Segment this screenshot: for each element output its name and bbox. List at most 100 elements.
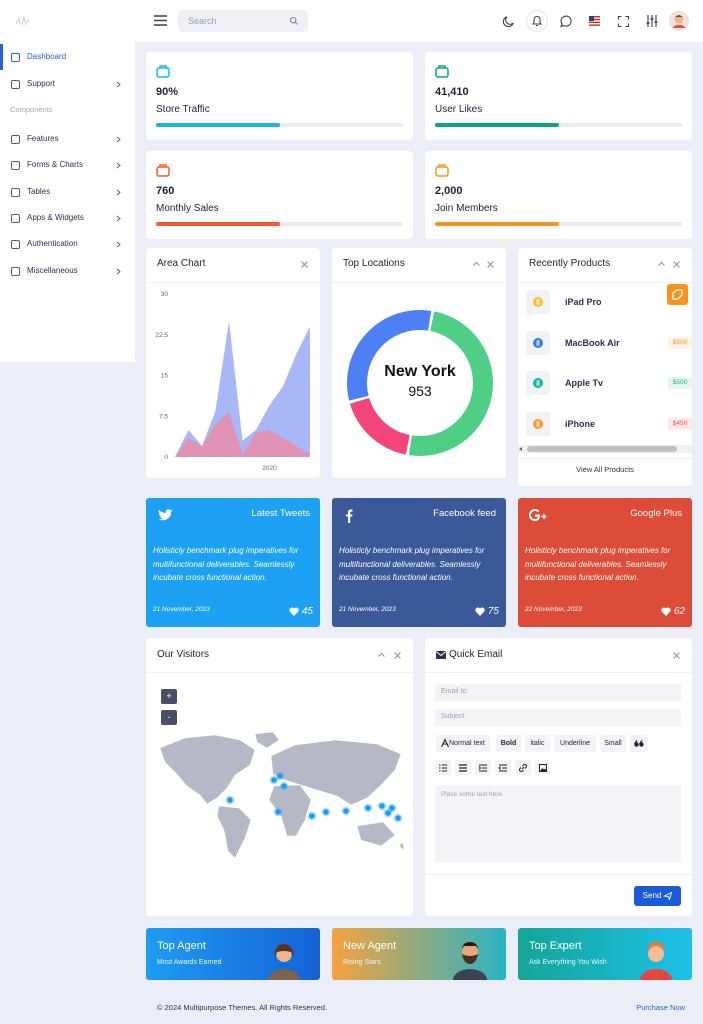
toolbar-button[interactable] <box>600 735 626 752</box>
agent-subtitle: Ask Everything You Wish <box>529 959 607 966</box>
social-date: 22 November, 2023 <box>525 606 582 613</box>
like-icon[interactable] <box>289 607 299 616</box>
menu-toggle[interactable] <box>154 15 167 26</box>
world-map-shape <box>356 821 396 847</box>
menu-item[interactable]: Apps & Widgets <box>27 213 84 222</box>
customizer-icon <box>672 289 683 300</box>
close-button[interactable] <box>673 261 680 268</box>
close-button[interactable] <box>394 652 401 659</box>
email-icon <box>436 651 446 659</box>
menu-item[interactable]: Features <box>27 134 59 143</box>
menu-item[interactable]: Authentication <box>27 239 78 248</box>
user-avatar[interactable] <box>669 11 689 31</box>
notifications[interactable] <box>526 10 548 32</box>
stat-icon-shape <box>438 164 446 167</box>
toolbar-label: Small <box>604 740 622 747</box>
chevron <box>116 136 121 143</box>
visitor-marker <box>387 803 397 813</box>
chevron <box>116 268 121 275</box>
settings[interactable] <box>646 15 658 27</box>
placeholder: Subject <box>441 713 465 720</box>
toolbar-button[interactable] <box>496 735 521 752</box>
menu-item[interactable]: Support <box>27 79 56 88</box>
toolbar-button[interactable] <box>436 735 490 752</box>
product-name[interactable]: MacBook Air <box>565 338 620 348</box>
chevron <box>116 162 121 169</box>
agent-avatar-shape <box>640 969 672 980</box>
product-image-shape <box>536 421 540 427</box>
customizer-button[interactable] <box>667 284 688 305</box>
placeholder: Email to: <box>441 688 469 695</box>
format-icon-shape <box>439 764 447 771</box>
language[interactable] <box>589 16 600 26</box>
fullscreen[interactable] <box>617 15 630 28</box>
product-name[interactable]: iPad Pro <box>565 297 602 307</box>
purchase-link[interactable]: Purchase Now <box>636 1003 685 1012</box>
collapse-button[interactable] <box>473 261 480 266</box>
close-button[interactable] <box>673 652 680 659</box>
toolbar-label: Normal text <box>449 740 485 747</box>
format-icon <box>519 763 527 772</box>
messages[interactable] <box>559 15 572 28</box>
quote-button[interactable] <box>630 735 648 752</box>
like-icon[interactable] <box>661 607 671 616</box>
visitor-marker <box>307 811 317 821</box>
close-button[interactable] <box>301 261 308 268</box>
send-icon-shape <box>663 891 673 901</box>
agent-title: New Agent <box>343 940 397 952</box>
search-box[interactable] <box>178 10 308 32</box>
email-to-input[interactable] <box>435 684 681 701</box>
progress-track <box>156 222 403 226</box>
menu-item[interactable]: Miscellaneous <box>27 266 78 275</box>
subject-input[interactable] <box>435 709 681 726</box>
product-name[interactable]: Apple Tv <box>565 378 604 388</box>
close-button[interactable] <box>487 261 494 268</box>
menu-item[interactable]: Dashboard <box>27 52 67 61</box>
view-all-link[interactable]: View All Products <box>576 465 634 474</box>
divider <box>425 874 692 875</box>
chevron-shape <box>116 162 121 169</box>
zoom-button[interactable]: + <box>161 689 177 704</box>
message-body[interactable] <box>435 785 681 862</box>
toolbar-button[interactable] <box>554 735 596 752</box>
visitor-marker-shape <box>271 777 277 783</box>
theme-toggle[interactable] <box>502 16 514 28</box>
stat-value: 41,410 <box>435 86 469 98</box>
menu-item[interactable]: Forms & Charts <box>27 160 84 169</box>
social-date: 21 November, 2023 <box>153 606 210 613</box>
chevron <box>116 241 121 248</box>
x-tick-label: 2020 <box>262 465 277 472</box>
card-title: Recently Products <box>529 258 611 269</box>
toolbar-button[interactable] <box>525 735 550 752</box>
product-name[interactable]: iPhone <box>565 419 596 429</box>
collapse-button[interactable] <box>658 261 665 266</box>
format-icon-shape <box>540 767 547 771</box>
language-shape <box>589 21 600 23</box>
stat-label: Store Traffic <box>156 104 210 115</box>
divider <box>425 672 692 673</box>
zoom-button[interactable]: - <box>161 710 177 725</box>
y-tick-label: 22.5 <box>155 332 168 339</box>
product-image <box>533 297 543 307</box>
fullscreen-shape <box>617 15 630 28</box>
divider <box>146 282 320 283</box>
format-icon <box>439 764 447 771</box>
social-icon <box>158 509 173 521</box>
like-icon[interactable] <box>475 607 485 616</box>
chevron <box>116 189 121 196</box>
language-shape <box>589 16 600 18</box>
progress-fill <box>435 123 559 127</box>
collapse-button-shape <box>473 261 480 266</box>
visitor-marker-shape <box>343 808 349 814</box>
placeholder: Place some text here <box>441 791 503 798</box>
collapse-button[interactable] <box>378 652 385 657</box>
visitor-marker-shape <box>395 815 401 821</box>
visitor-marker <box>363 803 373 813</box>
send-button[interactable] <box>634 886 681 906</box>
menu-item[interactable]: Tables <box>27 187 51 196</box>
agent-avatar <box>268 944 300 980</box>
stat-label: User Likes <box>435 104 483 115</box>
like-count: 62 <box>673 606 685 617</box>
chevron-shape <box>116 215 121 222</box>
social-icon-shape <box>158 509 173 521</box>
